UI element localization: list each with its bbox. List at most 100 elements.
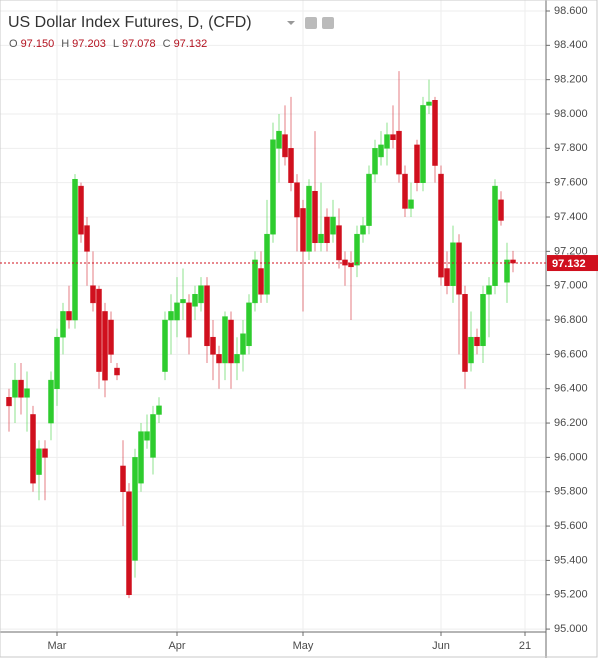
- candle-body: [24, 388, 30, 398]
- x-tick-label: Apr: [168, 640, 185, 652]
- ohlc-key: O: [9, 38, 18, 50]
- candle-body: [174, 302, 180, 321]
- ohlc-value: 97.203: [72, 38, 106, 50]
- candle-body: [210, 336, 216, 355]
- y-tick-label: 97.000: [554, 280, 588, 292]
- candle-body: [462, 294, 468, 372]
- candle-body: [168, 311, 174, 321]
- candle-body: [408, 199, 414, 209]
- candle-body: [354, 233, 360, 266]
- settings-button[interactable]: [322, 17, 334, 29]
- candle-body: [468, 336, 474, 364]
- ohlc-value: 97.078: [122, 38, 156, 50]
- candle-body: [18, 379, 24, 398]
- candle-body: [162, 319, 168, 372]
- y-tick-label: 95.200: [554, 589, 588, 601]
- y-tick-label: 96.000: [554, 451, 588, 463]
- candle-body: [54, 336, 60, 389]
- candle-body: [480, 294, 486, 347]
- candle-body: [342, 259, 348, 266]
- candle-body: [90, 285, 96, 304]
- candle-body: [192, 294, 198, 307]
- y-tick-label: 97.400: [554, 211, 588, 223]
- candle-body: [234, 354, 240, 364]
- chart-title: US Dollar Index Futures, D, (CFD): [8, 14, 252, 31]
- candle-body: [366, 173, 372, 226]
- x-tick-label: Jun: [432, 640, 450, 652]
- y-tick-label: 98.000: [554, 108, 588, 120]
- y-tick-label: 96.200: [554, 417, 588, 429]
- candle-body: [438, 173, 444, 278]
- y-tick-label: 97.800: [554, 142, 588, 154]
- candle-body: [324, 216, 330, 244]
- candle-body: [114, 367, 120, 376]
- candle-body: [384, 134, 390, 149]
- candle-body: [60, 311, 66, 338]
- candle-body: [78, 185, 84, 235]
- last-price-label: 97.132: [552, 258, 586, 270]
- candle-body: [336, 225, 342, 261]
- candle-body: [180, 299, 186, 304]
- candle-body: [396, 130, 402, 175]
- candle-body: [102, 311, 108, 381]
- candle-body: [132, 457, 138, 561]
- candle-body: [36, 448, 42, 475]
- candle-body: [312, 191, 318, 244]
- candle-body: [264, 233, 270, 295]
- candle-body: [486, 285, 492, 295]
- candle-body: [444, 268, 450, 286]
- candle-body: [48, 379, 54, 424]
- y-tick-label: 96.800: [554, 314, 588, 326]
- candle-body: [330, 216, 336, 235]
- candle-body: [432, 100, 438, 166]
- candle-body: [300, 208, 306, 252]
- candle-body: [30, 414, 36, 484]
- candle-body: [360, 225, 366, 235]
- candle-body: [306, 185, 312, 252]
- candle-body: [96, 288, 102, 372]
- candle-body: [348, 263, 354, 268]
- candle-body: [474, 336, 480, 347]
- candles: [6, 71, 516, 599]
- candle-body: [276, 130, 282, 149]
- candle-body: [246, 302, 252, 347]
- y-tick-label: 95.000: [554, 623, 588, 635]
- x-tick-label: 21: [519, 640, 531, 652]
- candle-body: [108, 319, 114, 355]
- candle-body: [138, 431, 144, 484]
- x-tick-label: May: [293, 640, 314, 652]
- candle-body: [228, 319, 234, 364]
- candle-body: [456, 242, 462, 295]
- ohlc-value: 97.150: [21, 38, 55, 50]
- candle-body: [144, 431, 150, 441]
- candle-body: [150, 414, 156, 458]
- candle-body: [252, 259, 258, 304]
- ohlc-key: H: [61, 38, 69, 50]
- candle-body: [156, 405, 162, 415]
- visibility-toggle[interactable]: [305, 17, 317, 29]
- candle-body: [294, 182, 300, 218]
- candle-body: [120, 465, 126, 492]
- candle-body: [66, 311, 72, 321]
- ohlc-key: C: [163, 38, 171, 50]
- candle-body: [498, 199, 504, 221]
- candle-body: [450, 242, 456, 286]
- candle-body: [12, 379, 18, 398]
- candle-body: [222, 316, 228, 364]
- y-tick-label: 97.200: [554, 245, 588, 257]
- candle-body: [216, 354, 222, 364]
- candle-body: [426, 101, 432, 106]
- y-tick-label: 96.600: [554, 348, 588, 360]
- title-dropdown[interactable]: [287, 21, 295, 25]
- x-tick-label: Mar: [48, 640, 67, 652]
- candle-body: [84, 225, 90, 252]
- ohlc-legend: O 97.150 H 97.203 L 97.078 C 97.132: [9, 38, 207, 50]
- y-tick-label: 95.800: [554, 486, 588, 498]
- ohlc-key: L: [113, 38, 119, 50]
- candle-body: [288, 148, 294, 183]
- candle-body: [378, 144, 384, 158]
